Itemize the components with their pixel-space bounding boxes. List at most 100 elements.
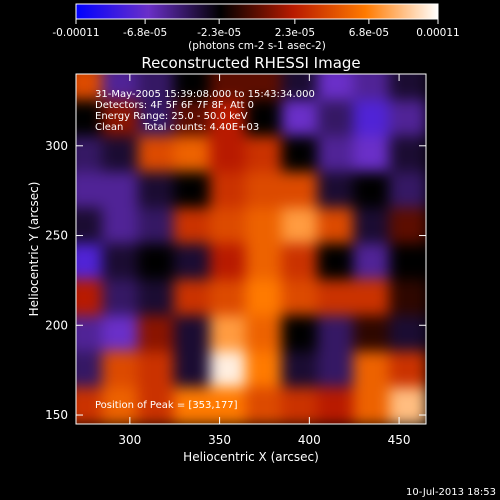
heatmap-cell: [209, 135, 248, 174]
heatmap-cell: [389, 99, 426, 138]
heatmap-cell: [173, 207, 212, 246]
annotation-block: 31-May-2005 15:39:08.000 to 15:43:34.000…: [95, 89, 315, 133]
heatmap-cell: [76, 387, 104, 424]
plot-frame: [75, 73, 427, 425]
heatmap-cell: [173, 351, 212, 390]
peak-position-label: Position of Peak = [353,177]: [95, 400, 238, 411]
heatmap-cell: [353, 243, 392, 282]
heatmap-cell: [209, 279, 248, 318]
heatmap-cell: [389, 243, 426, 282]
heatmap-cell: [137, 171, 176, 210]
heatmap-cell: [353, 279, 392, 318]
heatmap-cell: [245, 171, 284, 210]
heatmap-cell: [76, 315, 104, 354]
heatmap-cell: [389, 135, 426, 174]
heatmap-cell: [281, 315, 320, 354]
heatmap-cell: [209, 207, 248, 246]
heatmap-cell: [209, 99, 248, 138]
chart-title: Reconstructed RHESSI Image: [141, 54, 360, 72]
heatmap-cell: [209, 315, 248, 354]
heatmap-cell: [137, 315, 176, 354]
heatmap-cell: [76, 171, 104, 210]
heatmap-cell: [76, 74, 104, 102]
colorbar-tick-label: -6.8e-05: [123, 27, 167, 39]
heatmap-cell: [173, 387, 212, 424]
y-tick-label: 200: [45, 318, 68, 332]
heatmap-cell: [317, 315, 356, 354]
heatmap-cell: [209, 387, 248, 424]
heatmap-cell: [317, 74, 356, 102]
heatmap-cell: [389, 315, 426, 354]
heatmap-cell: [317, 279, 356, 318]
heatmap-cell: [101, 207, 140, 246]
heatmap-cell: [281, 99, 320, 138]
annotation-line: Energy Range: 25.0 - 50.0 keV: [95, 111, 248, 122]
heatmap-cell: [76, 99, 104, 138]
colorbar-tick-label: 2.3e-05: [275, 27, 315, 39]
heatmap-cell: [245, 135, 284, 174]
y-tick-label: 250: [45, 229, 68, 243]
x-tick-label: 350: [208, 433, 231, 447]
heatmap-cell: [101, 279, 140, 318]
colorbar-ticks: -0.00011 -6.8e-05 -2.3e-05 2.3e-05 6.8e-05 0.…: [52, 19, 460, 39]
heatmap-cell: [353, 207, 392, 246]
heatmap-cell: [353, 351, 392, 390]
heatmap-cell: [317, 171, 356, 210]
heatmap-cell: [245, 207, 284, 246]
x-tick-label: 450: [388, 433, 411, 447]
heatmap-cell: [389, 279, 426, 318]
heatmap-cell: [389, 74, 426, 102]
annotation-line: Detectors: 4F 5F 6F 7F 8F, Att 0: [95, 100, 254, 111]
heatmap-cell: [137, 351, 176, 390]
heatmap-cell: [281, 387, 320, 424]
heatmap-cell: [101, 387, 140, 424]
heatmap-cell: [173, 99, 212, 138]
colorbar-tick-label: -0.00011: [52, 27, 99, 39]
heatmap-cell: [281, 351, 320, 390]
heatmap-cell: [281, 135, 320, 174]
heatmap-cell: [137, 99, 176, 138]
heatmap-cell: [281, 207, 320, 246]
heatmap-cell: [137, 243, 176, 282]
heatmap-cell: [101, 171, 140, 210]
x-tick-label: 300: [118, 433, 141, 447]
heatmap-cell: [137, 279, 176, 318]
heatmap-cell: [317, 207, 356, 246]
heatmap-cell: [76, 135, 104, 174]
heatmap-cell: [101, 315, 140, 354]
heatmap-cell: [281, 74, 320, 102]
heatmap-cell: [353, 135, 392, 174]
annotation-line: Clean: [95, 122, 123, 133]
x-axis-label: Heliocentric X (arcsec): [183, 450, 319, 464]
heatmap-cell: [389, 351, 426, 390]
heatmap-cell: [245, 74, 284, 102]
heatmap-cell: [245, 279, 284, 318]
heatmap-cell: [353, 387, 392, 424]
heatmap-cell: [101, 135, 140, 174]
heatmap-cell: [173, 315, 212, 354]
heatmap-cell: [245, 315, 284, 354]
heatmap-cell: [317, 99, 356, 138]
heatmap-cell: [281, 279, 320, 318]
heatmap-cell: [281, 243, 320, 282]
colorbar-tick-label: 0.00011: [416, 27, 459, 39]
annotation-line: 31-May-2005 15:39:08.000 to 15:43:34.000: [95, 89, 315, 100]
y-axis-label: Heliocentric Y (arcsec): [27, 182, 41, 317]
heatmap-cell: [76, 351, 104, 390]
heatmap-cell: [245, 99, 284, 138]
heatmap-cell: [137, 387, 176, 424]
heatmap-cell: [353, 315, 392, 354]
annotation-line: Total counts: 4.40E+03: [142, 122, 259, 133]
heatmap-cell: [101, 351, 140, 390]
heatmap-cell: [173, 135, 212, 174]
heatmap-cell: [353, 74, 392, 102]
x-tick-label: 400: [298, 433, 321, 447]
heatmap-cell: [101, 74, 140, 102]
heatmap-cell: [209, 171, 248, 210]
heatmap-cell: [317, 243, 356, 282]
heatmap-cell: [76, 243, 104, 282]
y-tick-label: 300: [45, 139, 68, 153]
y-tick-label: 150: [45, 408, 68, 422]
heatmap-cell: [389, 207, 426, 246]
heatmap-cell: [137, 135, 176, 174]
